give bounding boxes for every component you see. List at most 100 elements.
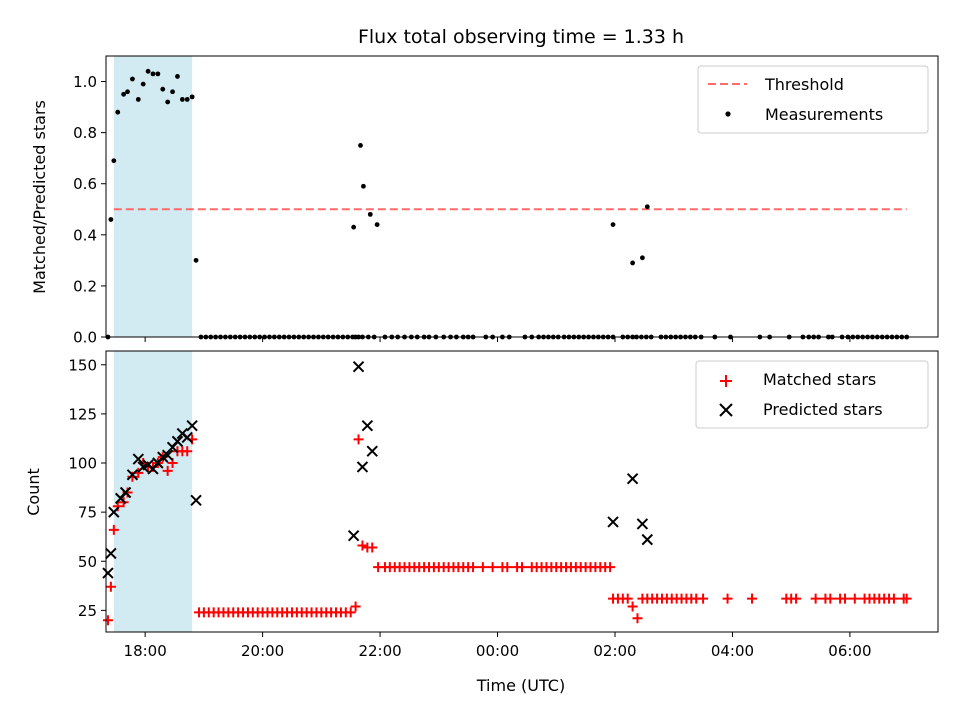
measurement-point <box>121 91 127 97</box>
matched-star-point <box>353 434 364 445</box>
predicted-star-point <box>352 361 365 373</box>
predicted-star-point <box>171 435 184 448</box>
predicted-star-point <box>186 419 198 432</box>
matched-star-point <box>367 542 378 553</box>
matched-star-point <box>182 446 193 457</box>
measurement-point <box>108 217 114 222</box>
measurement-point <box>155 71 161 77</box>
top-x-ticks <box>144 337 851 342</box>
y-tick-label: 75 <box>78 504 97 522</box>
matched-star-point <box>357 540 368 551</box>
x-tick-label: 00:00 <box>476 642 519 660</box>
predicted-star-point <box>105 547 117 560</box>
measurement-point <box>130 76 135 82</box>
top-highlight-span <box>113 56 193 337</box>
matched-star-point <box>698 593 709 604</box>
predicted-star-point <box>356 461 369 473</box>
matched-star-point <box>840 593 851 604</box>
matched-star-point <box>849 593 860 604</box>
x-axis-label: Time (UTC) <box>476 676 565 695</box>
measurement-point <box>610 222 616 228</box>
measurement-point <box>145 68 151 74</box>
matched-star-point <box>605 562 616 573</box>
matched-star-point <box>627 601 638 612</box>
measurement-point <box>179 97 185 102</box>
legend-predicted-label: Predicted stars <box>763 400 883 419</box>
predicted-star-point <box>161 449 174 461</box>
matched-star-point <box>747 593 758 604</box>
predicted-star-point <box>132 453 145 465</box>
measurement-point <box>630 260 636 266</box>
x-tick-label: 02:00 <box>593 642 636 660</box>
top-legend-box <box>697 65 929 134</box>
matched-star-point <box>791 593 802 604</box>
y-tick-label: 0.6 <box>73 175 97 193</box>
y-tick-label: 50 <box>78 553 97 571</box>
measurement-point <box>115 109 121 115</box>
predicted-stars-points <box>102 361 653 579</box>
measurement-point <box>358 143 363 148</box>
predicted-star-point <box>181 431 193 444</box>
measurement-point <box>111 158 117 164</box>
measurement-point <box>639 255 645 261</box>
legend-predicted-swatch <box>719 403 733 417</box>
matched-star-point <box>502 562 513 573</box>
predicted-star-point <box>108 506 120 518</box>
matched-star-point <box>825 593 836 604</box>
matched-star-point <box>487 562 498 573</box>
measurement-point <box>184 97 190 102</box>
measurement-point <box>351 224 357 230</box>
top-y-ticks: 0.0 0.2 0.4 0.6 0.8 1.0 <box>73 73 106 347</box>
predicted-star-point <box>347 530 360 542</box>
matched-star-point <box>108 524 119 535</box>
top-plot-frame <box>105 55 939 338</box>
matched-star-point <box>477 562 488 573</box>
x-tick-label: 20:00 <box>241 642 284 660</box>
matched-stars-points <box>102 434 912 626</box>
matched-star-point <box>632 613 643 624</box>
bottom-y-axis-label: Count <box>24 468 43 516</box>
measurement-point <box>160 86 166 92</box>
matched-star-point <box>350 601 361 612</box>
predicted-star-point <box>626 473 639 485</box>
predicted-star-point <box>126 469 139 481</box>
predicted-star-point <box>366 445 378 457</box>
matched-star-point <box>810 593 821 604</box>
predicted-star-point <box>119 486 132 499</box>
y-tick-label: 0.4 <box>73 226 97 244</box>
predicted-star-point <box>361 419 374 432</box>
measurement-point <box>175 74 180 79</box>
predicted-star-point <box>636 518 649 530</box>
measurement-point <box>150 71 156 77</box>
measurement-point <box>367 211 373 217</box>
matched-star-point <box>468 562 479 573</box>
y-tick-label: 0.0 <box>73 329 97 347</box>
top-y-axis-label: Matched/Predicted stars <box>30 100 49 294</box>
x-tick-label: 04:00 <box>711 642 754 660</box>
matched-star-point <box>888 593 899 604</box>
matched-star-point <box>105 581 116 592</box>
x-tick-label: 18:00 <box>124 642 167 660</box>
legend-matched-label: Matched stars <box>763 370 876 389</box>
measurement-point <box>165 99 171 105</box>
measurement-point <box>170 89 175 95</box>
measurement-point <box>140 81 146 87</box>
measurement-point <box>189 94 195 100</box>
matched-star-point <box>901 593 912 604</box>
measurement-point <box>361 183 366 189</box>
legend-measurements-label: Measurements <box>765 105 883 124</box>
x-tick-label: 06:00 <box>828 642 871 660</box>
y-tick-label: 0.8 <box>73 124 97 142</box>
matched-star-point <box>722 593 733 604</box>
y-tick-label: 125 <box>68 405 97 423</box>
x-tick-label: 22:00 <box>358 642 401 660</box>
bottom-legend-box <box>695 360 929 429</box>
measurement-point <box>374 222 380 228</box>
top-panel: 0.0 0.2 0.4 0.6 0.8 1.0 Matched/Predicted sta… <box>30 55 939 347</box>
y-tick-label: 1.0 <box>73 73 97 91</box>
matched-star-point <box>345 607 356 618</box>
matched-star-point <box>517 562 527 573</box>
bottom-x-ticks: 18:00 20:00 22:00 00:00 02:00 04:00 06:00 <box>124 632 872 660</box>
y-tick-label: 150 <box>68 356 97 374</box>
